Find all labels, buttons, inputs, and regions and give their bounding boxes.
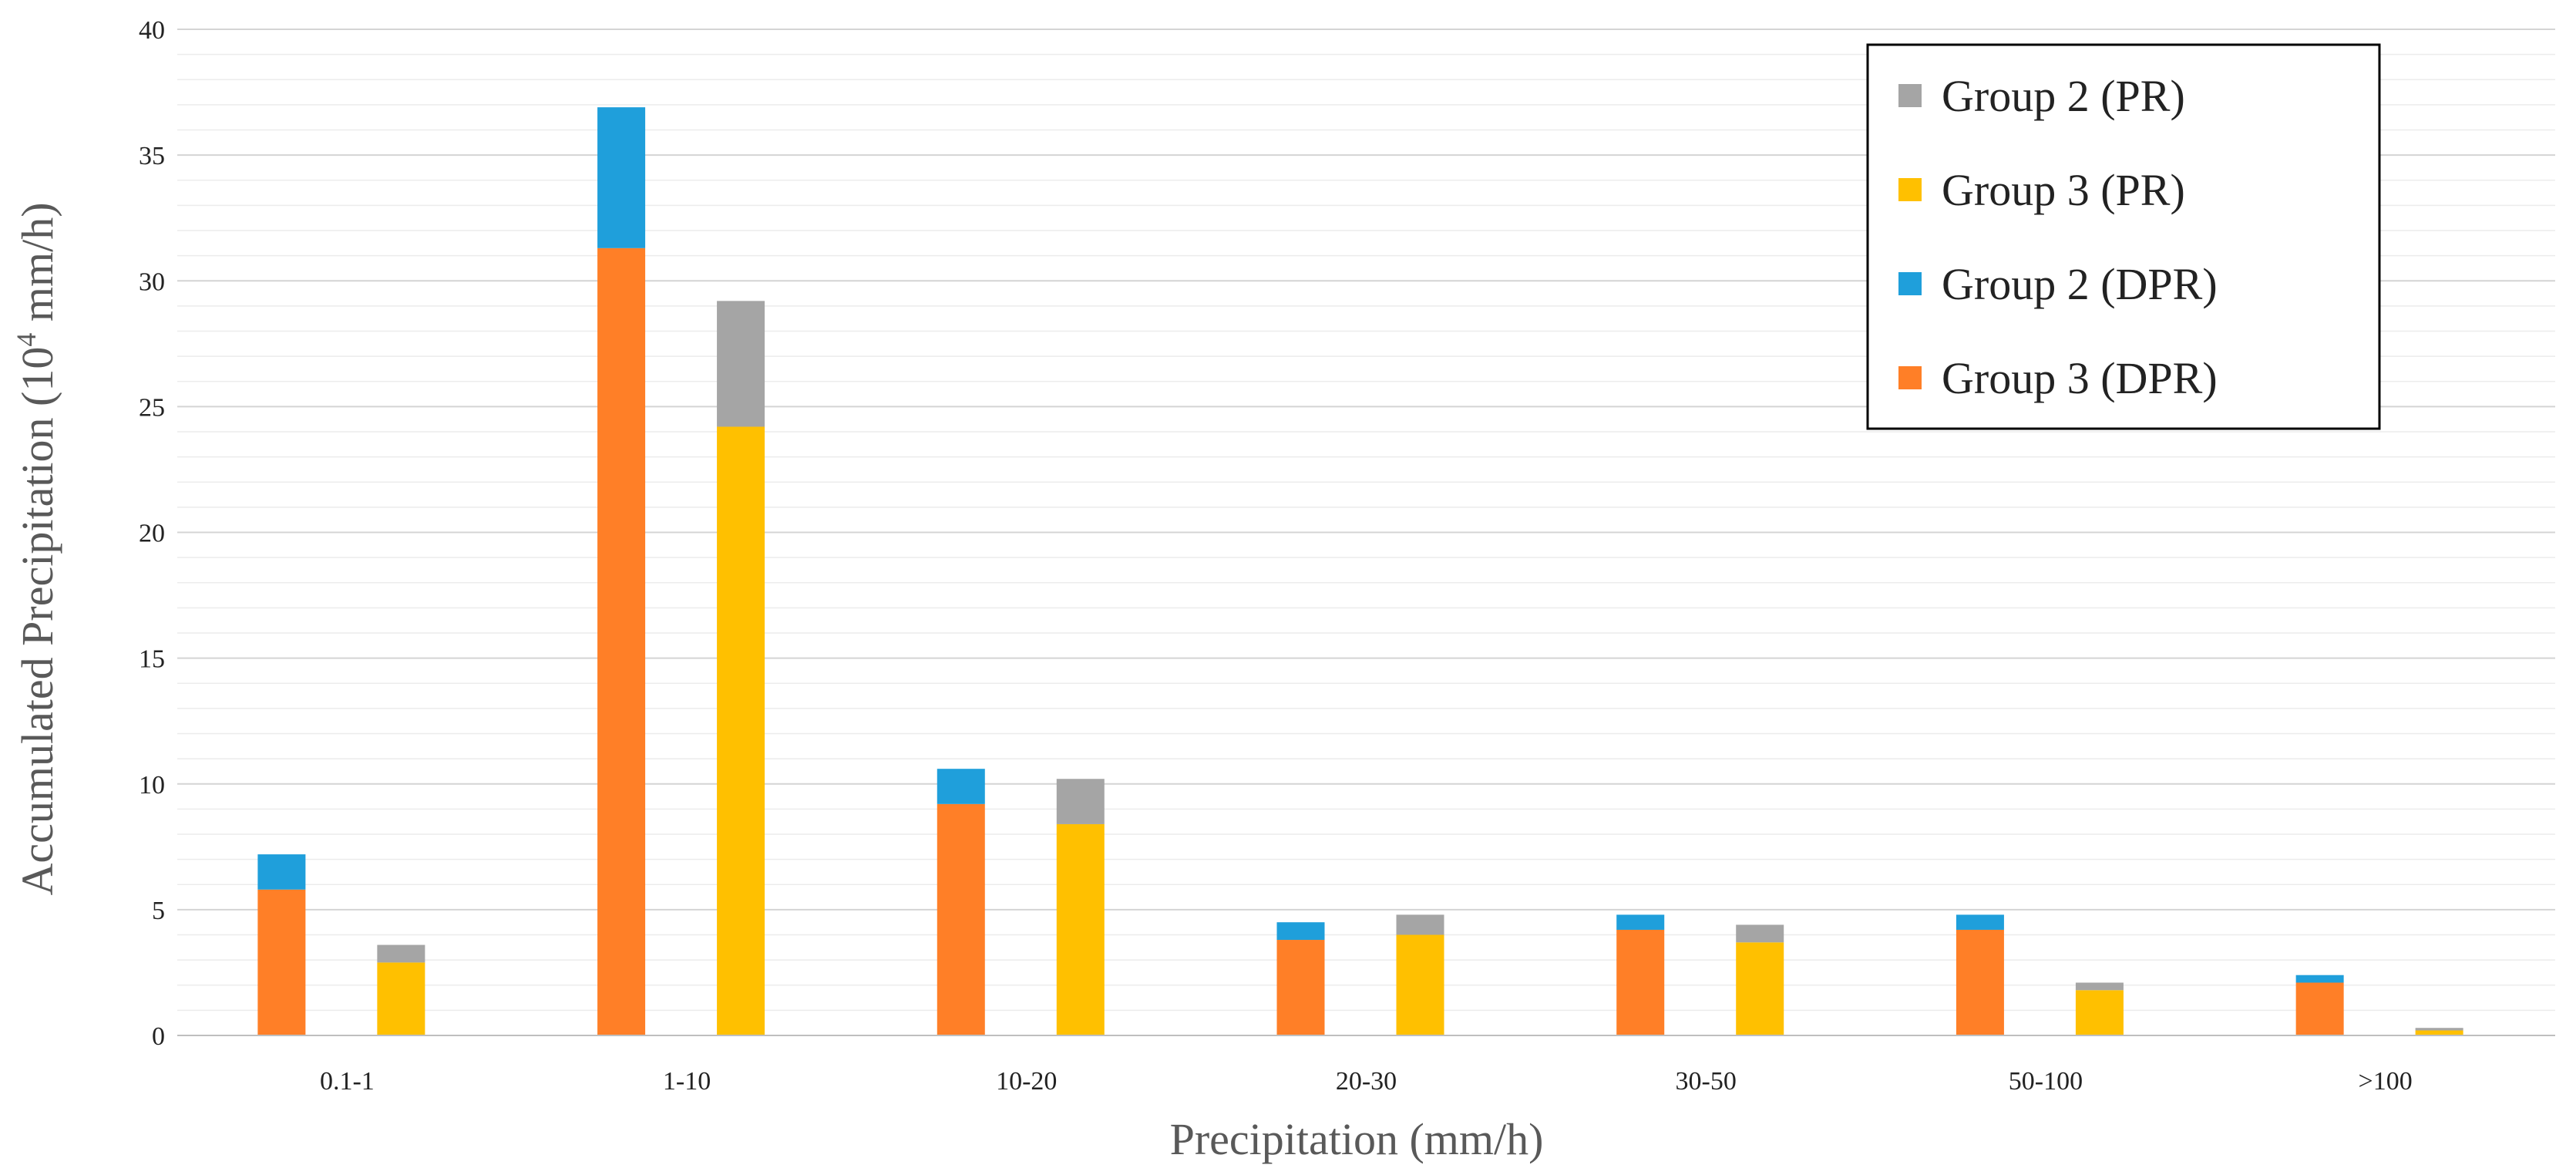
legend-label: Group 3 (PR)	[1942, 165, 2185, 215]
bar-group-3-pr	[717, 426, 765, 1035]
bar-group-3-pr	[2415, 1030, 2463, 1035]
bar-group-3-dpr	[2295, 982, 2344, 1035]
legend-label: Group 2 (DPR)	[1942, 259, 2218, 309]
bar-group-3-pr	[377, 962, 425, 1035]
y-tick-label: 15	[139, 645, 165, 674]
bar-group-3-dpr	[937, 803, 985, 1035]
x-tick-label: 0.1-1	[320, 1067, 375, 1096]
x-axis-title: Precipitation (mm/h)	[1170, 1114, 1544, 1164]
x-tick-label: 10-20	[996, 1067, 1057, 1096]
bars	[257, 107, 2463, 1035]
bar-group-3-dpr	[1616, 929, 1665, 1035]
bar-group-2-pr	[717, 301, 765, 427]
bar-group-2-dpr	[937, 769, 985, 804]
bar-group-2-dpr	[257, 854, 306, 890]
y-tick-label: 5	[152, 897, 165, 925]
bar-group-2-pr	[377, 944, 425, 963]
legend-swatch	[1898, 366, 1922, 389]
bar-group-3-pr	[1736, 942, 1784, 1035]
legend-swatch	[1898, 178, 1922, 201]
legend-swatch	[1898, 272, 1922, 295]
bar-group-2-dpr	[1276, 922, 1325, 941]
bar-group-2-pr	[1056, 779, 1105, 824]
bar-group-3-pr	[1056, 823, 1105, 1035]
bar-group-2-dpr	[597, 107, 646, 248]
y-axis-title-main: Accumulated Precipitation (10	[12, 347, 62, 896]
y-tick-label: 40	[139, 16, 165, 45]
y-axis-title-superscript: 4	[11, 333, 42, 347]
y-axis-title-tail: mm/h)	[12, 202, 62, 332]
y-tick-label: 35	[139, 142, 165, 170]
bar-group-3-pr	[1396, 934, 1444, 1035]
y-axis-title: Accumulated Precipitation (104 mm/h)	[11, 202, 62, 895]
legend-swatch	[1898, 84, 1922, 107]
bar-group-2-pr	[2415, 1028, 2463, 1031]
y-tick-label: 10	[139, 771, 165, 800]
y-tick-label: 0	[152, 1022, 165, 1051]
bar-group-3-dpr	[1276, 940, 1325, 1035]
bar-group-3-pr	[2075, 990, 2124, 1035]
bar-group-3-dpr	[1956, 929, 2004, 1035]
bar-group-2-pr	[2075, 982, 2124, 991]
legend-label: Group 3 (DPR)	[1942, 353, 2218, 403]
legend-box	[1866, 43, 2381, 430]
bar-group-3-dpr	[257, 889, 306, 1035]
y-tick-labels: 0 5 10 15 20 25 30 35 40	[139, 16, 165, 1051]
bar-group-2-dpr	[1956, 914, 2004, 930]
y-tick-label: 25	[139, 393, 165, 422]
bar-group-2-pr	[1736, 924, 1784, 943]
bar-group-3-dpr	[597, 247, 646, 1035]
x-tick-label: 30-50	[1676, 1067, 1737, 1096]
x-tick-label: 1-10	[663, 1067, 711, 1096]
x-tick-label: >100	[2359, 1067, 2413, 1096]
legend: Group 2 (PR) Group 3 (PR) Group 2 (DPR) Gro…	[1866, 43, 2381, 430]
x-tick-labels: 0.1-1 1-10 10-20 20-30 30-50 50-100 >100	[320, 1067, 2413, 1096]
x-tick-label: 50-100	[2009, 1067, 2083, 1096]
bar-group-2-pr	[1396, 914, 1444, 935]
bar-group-2-dpr	[2295, 975, 2344, 983]
legend-label: Group 2 (PR)	[1942, 71, 2185, 121]
bar-group-2-dpr	[1616, 914, 1665, 930]
y-tick-label: 20	[139, 520, 165, 548]
x-tick-label: 20-30	[1336, 1067, 1397, 1096]
y-tick-label: 30	[139, 268, 165, 296]
